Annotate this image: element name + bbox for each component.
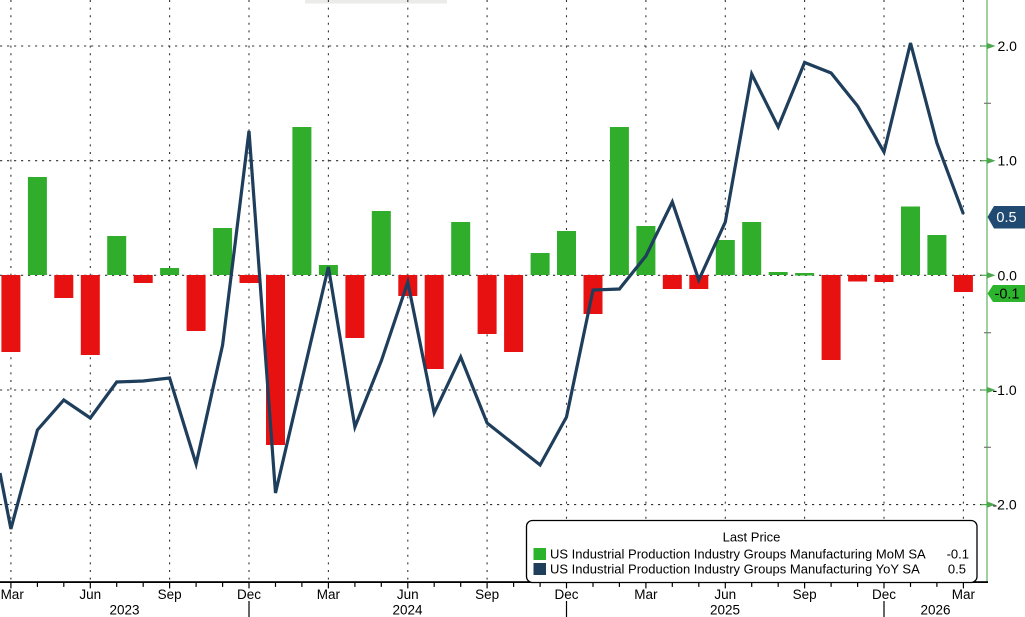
svg-text:2.0: 2.0 (998, 38, 1018, 54)
svg-text:0.0: 0.0 (998, 267, 1018, 283)
svg-text:-0.1: -0.1 (995, 287, 1020, 303)
svg-text:US Industrial Production Indus: US Industrial Production Industry Groups… (550, 547, 926, 562)
svg-text:-1.0: -1.0 (993, 382, 1017, 398)
svg-text:Sep: Sep (793, 587, 817, 602)
svg-text:US Industrial Production Indus: US Industrial Production Industry Groups… (550, 562, 920, 577)
svg-text:2026: 2026 (920, 603, 950, 617)
svg-text:Dec: Dec (237, 587, 261, 602)
svg-text:Last Price: Last Price (723, 530, 781, 545)
svg-text:2024: 2024 (392, 603, 423, 617)
svg-text:Jun: Jun (714, 587, 736, 602)
svg-text:Sep: Sep (475, 587, 499, 602)
svg-text:Dec: Dec (872, 587, 896, 602)
svg-text:1.0: 1.0 (998, 153, 1018, 169)
svg-text:0.5: 0.5 (996, 210, 1016, 226)
svg-text:Mar: Mar (317, 587, 341, 602)
svg-text:0.5: 0.5 (948, 562, 966, 577)
svg-text:-0.1: -0.1 (947, 547, 969, 562)
svg-text:2023: 2023 (109, 603, 139, 617)
svg-text:Mar: Mar (952, 587, 976, 602)
svg-text:Mar: Mar (1, 587, 25, 602)
svg-text:2025: 2025 (710, 603, 740, 617)
svg-text:Jun: Jun (397, 587, 419, 602)
svg-text:Dec: Dec (554, 587, 578, 602)
svg-text:Mar: Mar (634, 587, 658, 602)
svg-text:Jun: Jun (79, 587, 101, 602)
svg-text:Sep: Sep (158, 587, 182, 602)
svg-text:-2.0: -2.0 (993, 497, 1017, 513)
